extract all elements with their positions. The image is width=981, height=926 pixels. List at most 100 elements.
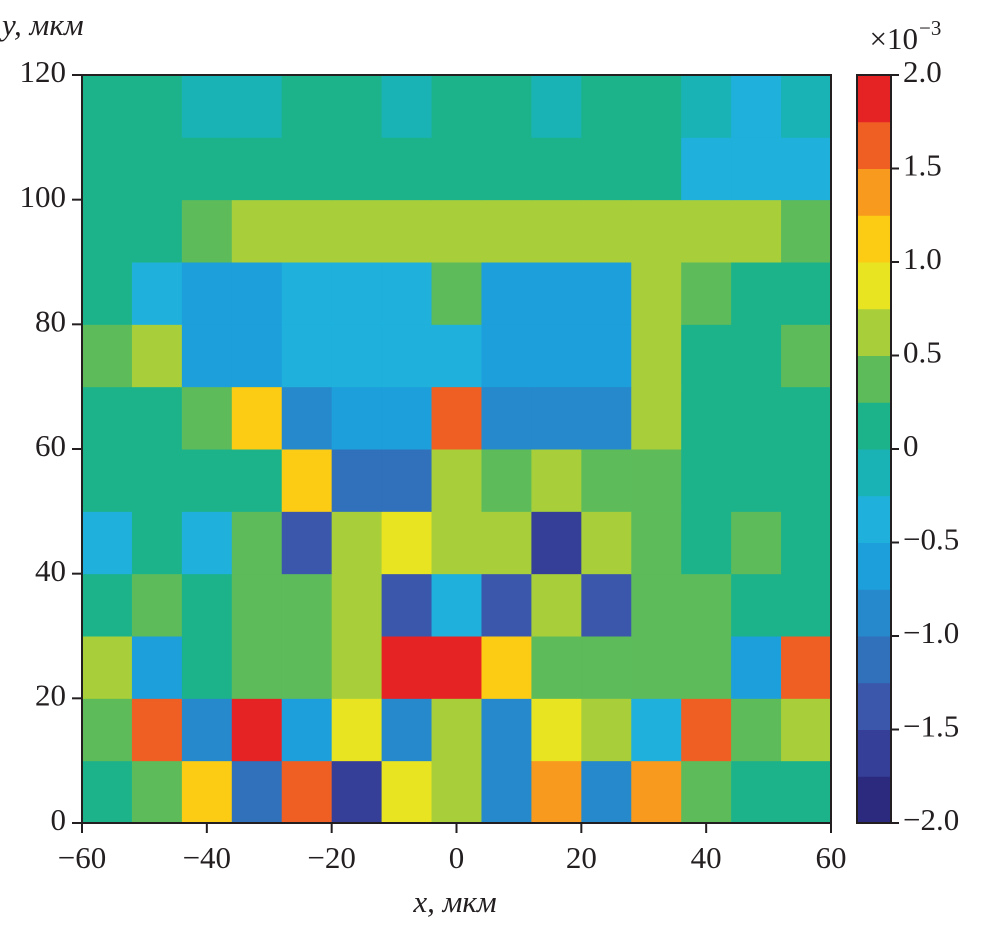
colorbar-band — [857, 402, 891, 450]
heatmap-cell — [181, 636, 233, 699]
heatmap-cell — [531, 199, 582, 263]
colorbar-tick-label: −2.0 — [903, 802, 959, 837]
x-tick-label: −20 — [307, 840, 355, 875]
colorbar-tick-label: −1.5 — [903, 709, 959, 744]
y-tick-label: 80 — [35, 303, 66, 338]
heatmap-cell — [481, 324, 532, 388]
heatmap-cell — [781, 760, 832, 824]
heatmap-cell — [231, 760, 283, 824]
heatmap-cell — [131, 262, 183, 325]
heatmap-cell — [681, 199, 732, 263]
y-tick-label: 0 — [51, 802, 67, 837]
heatmap-cell — [681, 386, 732, 450]
colorbar-multiplier: ×10 — [870, 21, 918, 56]
heatmap-cell — [681, 262, 732, 325]
heatmap-cell — [181, 449, 233, 512]
heatmap-cell — [381, 636, 433, 699]
heatmap-cell — [731, 137, 782, 201]
heatmap-cell — [731, 449, 782, 512]
heatmap-cell — [431, 199, 482, 263]
heatmap-cell — [131, 698, 183, 762]
heatmap-cell — [381, 573, 433, 637]
heatmap-cell — [281, 698, 333, 762]
heatmap-cell — [281, 199, 333, 263]
x-tick-label: 20 — [566, 840, 597, 875]
colorbar-band — [857, 215, 891, 263]
heatmap-cell — [681, 75, 732, 138]
heatmap-cell — [781, 511, 832, 575]
heatmap-cell — [731, 698, 782, 762]
heatmap-cell — [231, 324, 283, 388]
heatmap-cell — [731, 386, 782, 450]
heatmap-cell — [631, 324, 682, 388]
heatmap-cell — [281, 75, 333, 138]
heatmap-cell — [581, 75, 632, 138]
heatmap-cell — [631, 199, 682, 263]
heatmap-cell — [681, 449, 732, 512]
heatmap-cell — [481, 199, 532, 263]
colorbar-band — [857, 262, 891, 310]
heatmap-cell — [531, 75, 582, 138]
heatmap-cell — [731, 199, 782, 263]
x-tick-label: 60 — [816, 840, 847, 875]
heatmap-cell — [181, 573, 233, 637]
heatmap-cell — [481, 262, 532, 325]
heatmap-cell — [331, 636, 383, 699]
heatmap-cell — [331, 760, 383, 824]
heatmap-cell — [331, 199, 383, 263]
heatmap-cell — [181, 262, 233, 325]
x-tick-label: 40 — [691, 840, 722, 875]
heatmap-cell — [331, 137, 383, 201]
heatmap-cell — [231, 573, 283, 637]
heatmap-cell — [481, 573, 532, 637]
heatmap-cell — [181, 386, 233, 450]
colorbar-band — [857, 449, 891, 497]
heatmap-cell — [131, 324, 183, 388]
x-tick-label: −60 — [58, 840, 106, 875]
x-tick-label: −40 — [183, 840, 231, 875]
y-tick-label: 60 — [35, 428, 66, 463]
heatmap-cell — [531, 760, 582, 824]
heatmap-cell — [381, 386, 433, 450]
heatmap-cell — [681, 573, 732, 637]
heatmap-cell — [231, 137, 283, 201]
heatmap-cell — [281, 324, 333, 388]
heatmap-cell — [431, 636, 482, 699]
heatmap-cell — [331, 698, 383, 762]
heatmap-cell — [331, 573, 383, 637]
heatmap-cell — [731, 573, 782, 637]
heatmap-cell — [131, 636, 183, 699]
heatmap-cell — [431, 386, 482, 450]
heatmap-cell — [631, 386, 682, 450]
heatmap-cell — [231, 386, 283, 450]
heatmap-cell — [381, 511, 433, 575]
heatmap — [82, 75, 832, 824]
heatmap-cell — [531, 698, 582, 762]
colorbar-band — [857, 75, 891, 123]
heatmap-cell — [381, 698, 433, 762]
heatmap-cell — [331, 262, 383, 325]
colorbar-tick-label: 0.5 — [903, 335, 942, 370]
heatmap-cell — [281, 449, 333, 512]
heatmap-cell — [381, 199, 433, 263]
heatmap-cell — [631, 760, 682, 824]
heatmap-cell — [431, 449, 482, 512]
heatmap-cell — [631, 137, 682, 201]
heatmap-cell — [281, 573, 333, 637]
heatmap-cell — [381, 262, 433, 325]
heatmap-cell — [181, 324, 233, 388]
heatmap-cell — [531, 262, 582, 325]
heatmap-cell — [131, 511, 183, 575]
colorbar-band — [857, 729, 891, 777]
heatmap-cell — [781, 449, 832, 512]
y-tick-label: 100 — [20, 179, 67, 214]
heatmap-cell — [231, 199, 283, 263]
heatmap-cell — [431, 324, 482, 388]
heatmap-cell — [581, 636, 632, 699]
colorbar-band — [857, 121, 891, 169]
heatmap-cell — [481, 636, 532, 699]
heatmap-cell — [631, 449, 682, 512]
heatmap-cell — [581, 199, 632, 263]
heatmap-cell — [181, 137, 233, 201]
